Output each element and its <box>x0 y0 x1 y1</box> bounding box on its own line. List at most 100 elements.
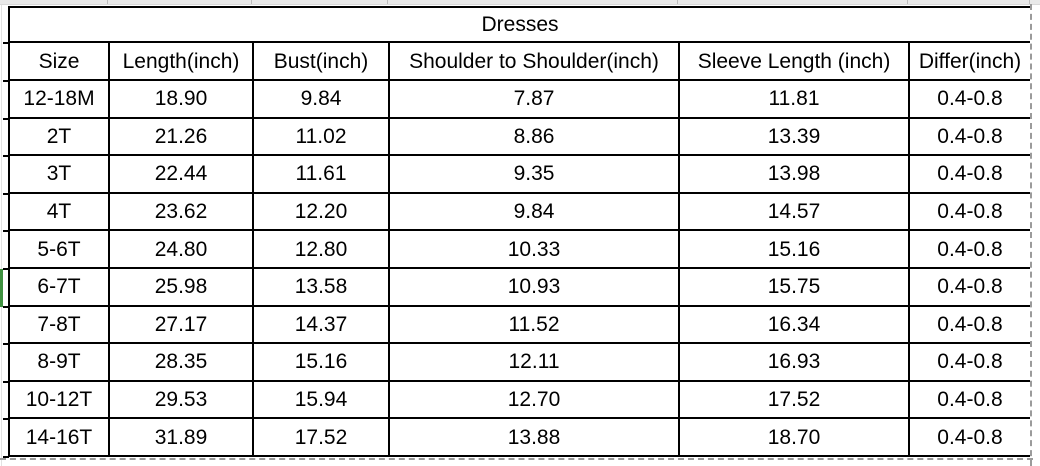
page-break-line-horizontal <box>0 458 1033 460</box>
gridline-tick <box>907 0 908 4</box>
row-border-stub <box>3 80 9 82</box>
table-cell[interactable]: 13.39 <box>678 116 910 157</box>
table-cell[interactable]: 15.75 <box>678 266 910 307</box>
table-cell[interactable]: 24.80 <box>108 229 254 269</box>
table-cell[interactable]: 21.26 <box>108 116 254 157</box>
table-cell[interactable]: 14-16T <box>8 417 110 457</box>
row-border-stub <box>3 42 9 44</box>
page-break-line-vertical <box>1030 4 1032 466</box>
table-cell[interactable]: 10.93 <box>388 266 680 307</box>
table-cell[interactable]: 14.37 <box>252 304 390 345</box>
table-row: 7-8T 27.17 14.37 11.52 16.34 0.4-0.8 <box>8 304 1030 345</box>
row-border-stub <box>3 117 9 120</box>
table-cell[interactable]: 25.98 <box>108 266 254 307</box>
table-cell[interactable]: 23.62 <box>108 191 254 232</box>
table-cell[interactable]: 0.4-0.8 <box>908 379 1030 420</box>
table-cell[interactable]: 16.93 <box>678 342 910 382</box>
table-cell[interactable]: 11.52 <box>388 304 680 345</box>
column-header[interactable]: Bust(inch) <box>252 41 390 81</box>
table-cell[interactable]: 11.81 <box>678 79 910 119</box>
table-title-cell[interactable]: Dresses <box>8 6 1030 43</box>
table-row: 4T 23.62 12.20 9.84 14.57 0.4-0.8 <box>8 191 1030 232</box>
table-cell[interactable]: 12.11 <box>388 342 680 382</box>
table-cell[interactable]: 2T <box>8 116 110 157</box>
table-cell[interactable]: 15.16 <box>252 342 390 382</box>
table-cell[interactable]: 22.44 <box>108 154 254 194</box>
table-cell[interactable]: 0.4-0.8 <box>908 417 1030 457</box>
table-cell[interactable]: 16.34 <box>678 304 910 345</box>
table-cell[interactable]: 12.70 <box>388 379 680 420</box>
table-row: 10-12T 29.53 15.94 12.70 17.52 0.4-0.8 <box>8 379 1030 420</box>
table-cell[interactable]: 31.89 <box>108 417 254 457</box>
table-row: 6-7T 25.98 13.58 10.93 15.75 0.4-0.8 <box>8 266 1030 307</box>
gridline-tick <box>107 0 108 4</box>
table-cell[interactable]: 9.84 <box>388 191 680 232</box>
title-row: Dresses <box>8 6 1030 43</box>
column-header[interactable]: Sleeve Length (inch) <box>678 41 910 81</box>
selection-indicator <box>0 269 3 307</box>
column-header[interactable]: Length(inch) <box>108 41 254 81</box>
table-cell[interactable]: 15.16 <box>678 229 910 269</box>
table-cell[interactable]: 15.94 <box>252 379 390 420</box>
table-cell[interactable]: 0.4-0.8 <box>908 191 1030 232</box>
table-cell[interactable]: 7.87 <box>388 79 680 119</box>
row-border-stub <box>3 305 9 308</box>
table-cell[interactable]: 13.98 <box>678 154 910 194</box>
table-cell[interactable]: 0.4-0.8 <box>908 229 1030 269</box>
table-cell[interactable]: 29.53 <box>108 379 254 420</box>
table-cell[interactable]: 12.80 <box>252 229 390 269</box>
table-row: 5-6T 24.80 12.80 10.33 15.16 0.4-0.8 <box>8 229 1030 269</box>
table-cell[interactable]: 11.02 <box>252 116 390 157</box>
table-cell[interactable]: 17.52 <box>252 417 390 457</box>
size-chart-table: Dresses Size Length(inch) Bust(inch) Should… <box>8 6 1030 457</box>
table-cell[interactable]: 0.4-0.8 <box>908 79 1030 119</box>
table-cell[interactable]: 18.90 <box>108 79 254 119</box>
row-border-stub <box>3 268 9 270</box>
table-row: 2T 21.26 11.02 8.86 13.39 0.4-0.8 <box>8 116 1030 157</box>
column-header[interactable]: Shoulder to Shoulder(inch) <box>388 41 680 81</box>
row-border-stub <box>3 192 9 195</box>
table-cell[interactable]: 13.88 <box>388 417 680 457</box>
table-cell[interactable]: 6-7T <box>8 266 110 307</box>
table-cell[interactable]: 13.58 <box>252 266 390 307</box>
row-border-stub <box>3 343 9 346</box>
table-cell[interactable]: 7-8T <box>8 304 110 345</box>
table-cell[interactable]: 0.4-0.8 <box>908 266 1030 307</box>
table-row: 12-18M 18.90 9.84 7.87 11.81 0.4-0.8 <box>8 79 1030 119</box>
gridline-tick <box>251 0 252 4</box>
table-cell[interactable]: 9.35 <box>388 154 680 194</box>
gridline-tick <box>1029 0 1030 4</box>
table-cell[interactable]: 12.20 <box>252 191 390 232</box>
table-cell[interactable]: 3T <box>8 154 110 194</box>
table-cell[interactable]: 10.33 <box>388 229 680 269</box>
table-cell[interactable]: 10-12T <box>8 379 110 420</box>
table-row: 8-9T 28.35 15.16 12.11 16.93 0.4-0.8 <box>8 342 1030 382</box>
table-cell[interactable]: 17.52 <box>678 379 910 420</box>
table-cell[interactable]: 27.17 <box>108 304 254 345</box>
table-body: 12-18M 18.90 9.84 7.87 11.81 0.4-0.8 2T 21.26 11… <box>8 79 1030 457</box>
adjacent-row-gridline-strip <box>0 0 1040 5</box>
sheet-gridline-left <box>1 5 2 466</box>
table-cell[interactable]: 0.4-0.8 <box>908 154 1030 194</box>
table-cell[interactable]: 0.4-0.8 <box>908 342 1030 382</box>
column-header[interactable]: Size <box>8 41 110 81</box>
table-cell[interactable]: 0.4-0.8 <box>908 116 1030 157</box>
gridline-tick <box>677 0 678 4</box>
column-header[interactable]: Differ(inch) <box>908 41 1030 81</box>
table-cell[interactable]: 11.61 <box>252 154 390 194</box>
table-cell[interactable]: 4T <box>8 191 110 232</box>
table-cell[interactable]: 9.84 <box>252 79 390 119</box>
table-cell[interactable]: 0.4-0.8 <box>908 304 1030 345</box>
row-border-stub <box>3 380 9 383</box>
row-border-stub <box>3 155 9 158</box>
table-cell[interactable]: 8-9T <box>8 342 110 382</box>
table-row: 14-16T 31.89 17.52 13.88 18.70 0.4-0.8 <box>8 417 1030 457</box>
table-cell[interactable]: 8.86 <box>388 116 680 157</box>
table-cell[interactable]: 5-6T <box>8 229 110 269</box>
table-cell[interactable]: 18.70 <box>678 417 910 457</box>
table-cell[interactable]: 28.35 <box>108 342 254 382</box>
table-row: 3T 22.44 11.61 9.35 13.98 0.4-0.8 <box>8 154 1030 194</box>
table-cell[interactable]: 12-18M <box>8 79 110 119</box>
table-cell[interactable]: 14.57 <box>678 191 910 232</box>
